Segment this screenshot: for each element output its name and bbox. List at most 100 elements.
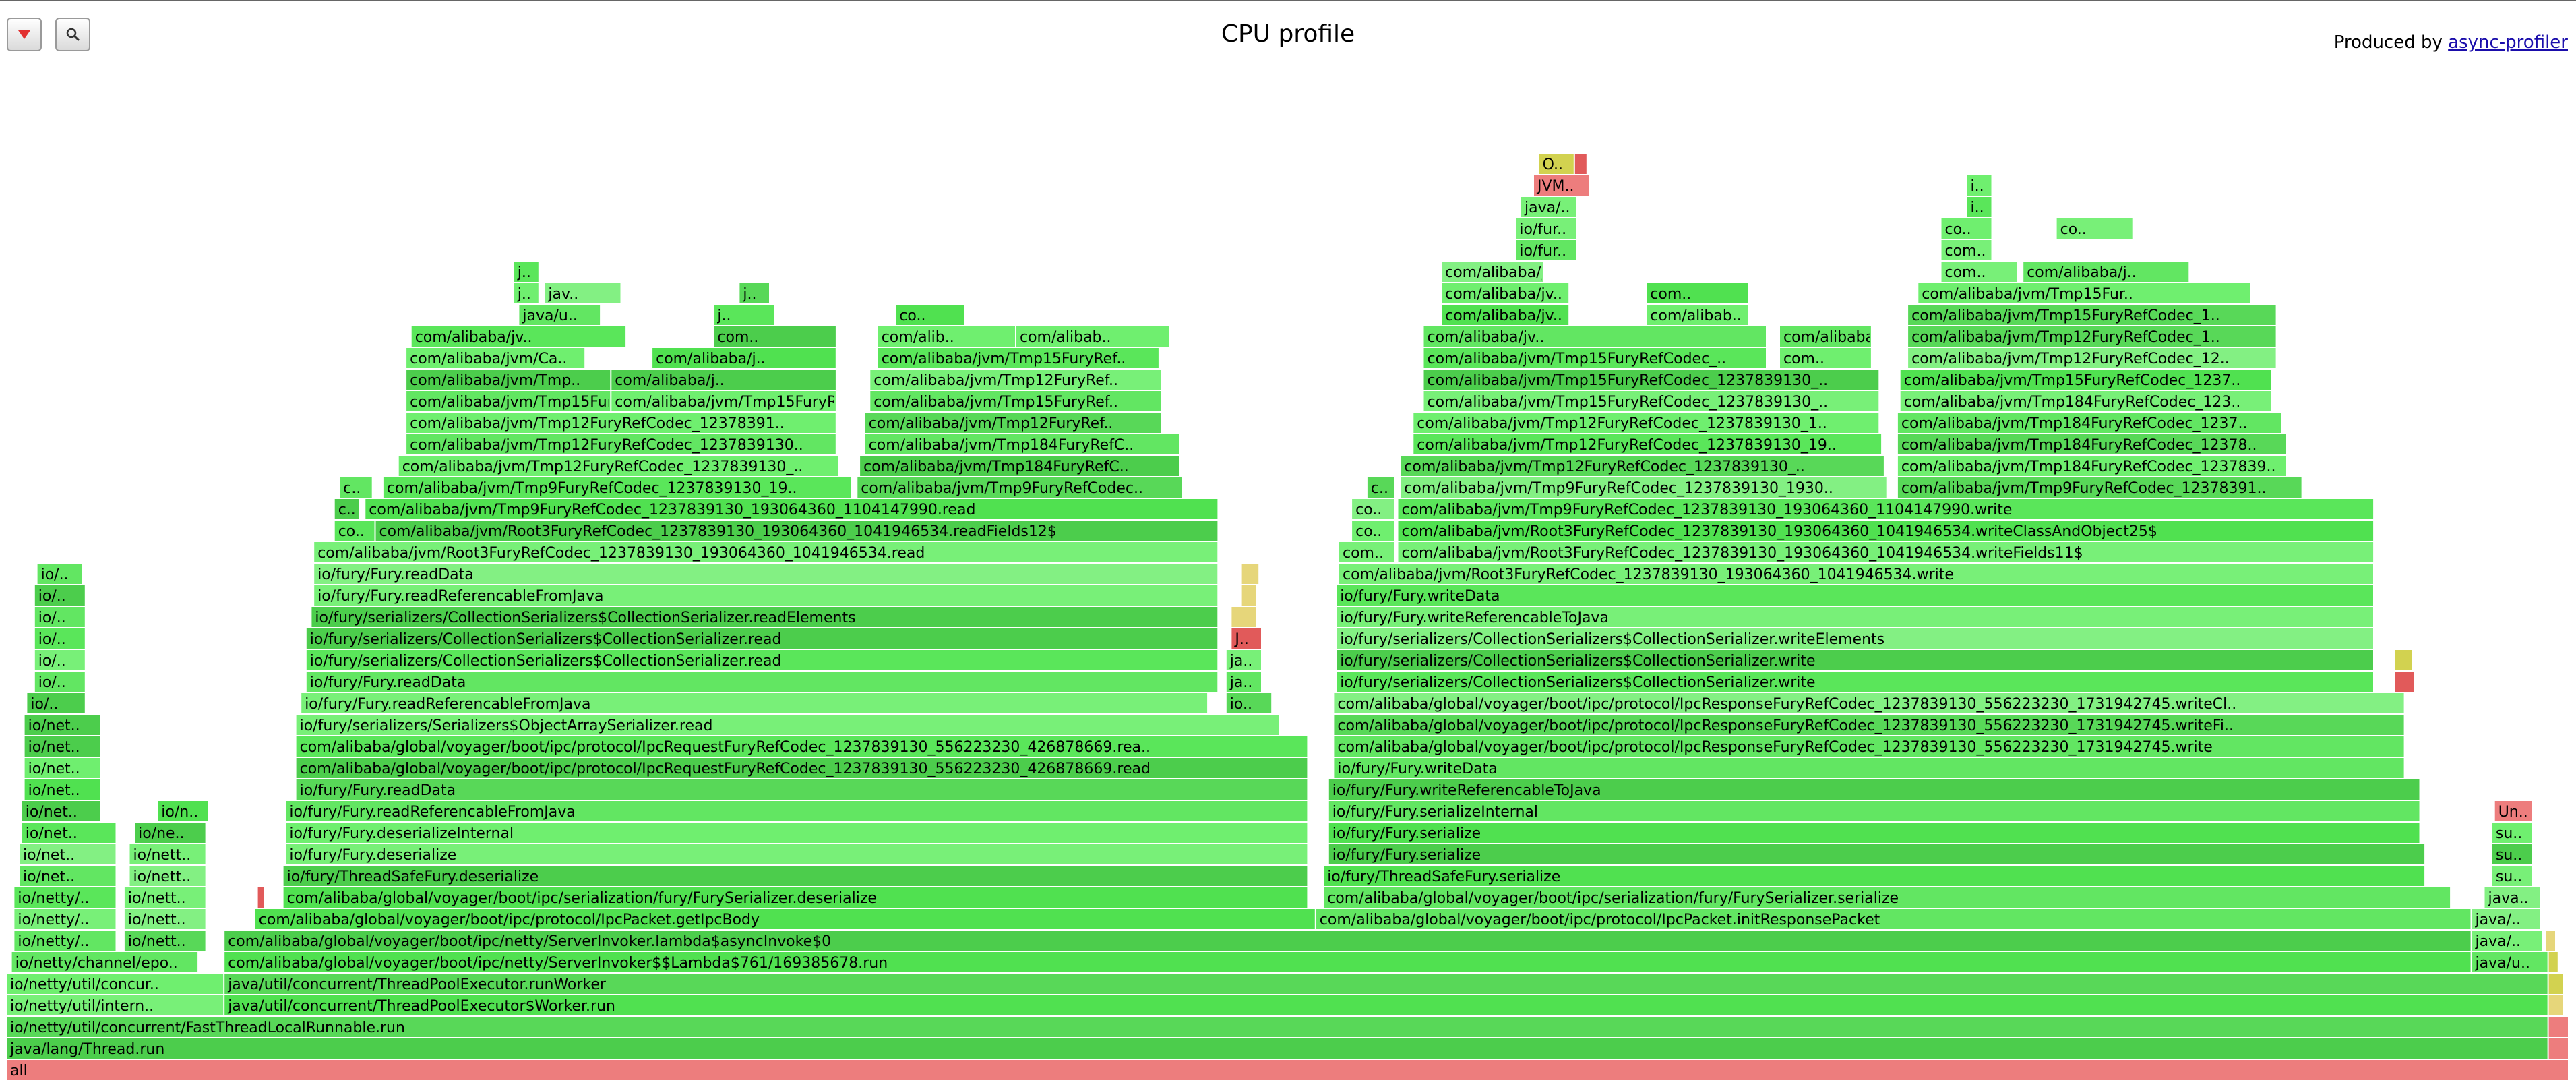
flame-frame-rect[interactable] xyxy=(34,672,85,692)
flame-frame[interactable]: com/alibaba/j.. xyxy=(652,348,836,368)
flame-frame-rect[interactable] xyxy=(1908,326,2276,347)
flame-frame[interactable] xyxy=(1574,154,1587,174)
flame-frame[interactable]: com/alibaba/jvm/Tmp12FuryRefCodec_123783… xyxy=(398,456,838,476)
flame-frame[interactable]: io/fury/serializers/CollectionSerializer… xyxy=(1337,650,2373,670)
flame-frame[interactable]: io/net.. xyxy=(24,715,100,735)
flame-frame-rect[interactable] xyxy=(135,823,206,843)
flame-frame-rect[interactable] xyxy=(24,779,100,800)
flame-frame-rect[interactable] xyxy=(714,305,774,325)
flame-frame-rect[interactable] xyxy=(1334,736,2404,757)
flame-frame[interactable]: c.. xyxy=(334,499,359,519)
flame-frame[interactable]: io/fur.. xyxy=(1516,240,1576,260)
flame-frame[interactable]: j.. xyxy=(514,262,539,282)
flame-frame[interactable] xyxy=(2548,1038,2568,1059)
flame-frame-rect[interactable] xyxy=(406,348,585,368)
flame-frame[interactable]: com/alibaba/global/voyager/boot/ipc/seri… xyxy=(1324,887,2451,908)
flame-frame[interactable]: io/fury/Fury.readReferencableFromJava xyxy=(301,693,1208,713)
flame-frame-rect[interactable] xyxy=(2492,844,2532,864)
flame-frame-rect[interactable] xyxy=(2548,995,2563,1015)
flame-frame-rect[interactable] xyxy=(306,628,1218,649)
flame-frame[interactable]: io/netty/.. xyxy=(14,887,116,908)
flame-frame[interactable]: su.. xyxy=(2492,844,2532,864)
flame-frame-rect[interactable] xyxy=(714,326,836,347)
flame-frame[interactable]: com/alibaba/jvm/Tmp15FuryRefCodec_123783… xyxy=(1423,391,1879,411)
flame-frame[interactable]: com/alibaba/j.. xyxy=(611,370,836,390)
flame-frame-rect[interactable] xyxy=(1337,672,2373,692)
flame-frame[interactable]: io/fury/Fury.deserialize xyxy=(286,844,1308,864)
flame-frame[interactable]: com.. xyxy=(1941,262,2017,282)
flame-frame-rect[interactable] xyxy=(1367,477,1394,498)
flame-frame-rect[interactable] xyxy=(1231,628,1261,649)
flame-frame-rect[interactable] xyxy=(2492,866,2532,886)
flame-frame-rect[interactable] xyxy=(14,909,116,929)
flame-frame-rect[interactable] xyxy=(2548,1017,2568,1037)
flame-frame-rect[interactable] xyxy=(14,887,116,908)
flame-frame[interactable]: com/alibaba/jvm/Tmp9FuryRefCodec.. xyxy=(857,477,1182,498)
flame-frame[interactable]: io/ne.. xyxy=(135,823,206,843)
flame-frame[interactable]: io.. xyxy=(1226,693,1272,713)
flame-frame[interactable]: io/.. xyxy=(34,628,85,649)
flame-frame-rect[interactable] xyxy=(296,736,1308,757)
flame-frame-rect[interactable] xyxy=(514,262,539,282)
flame-frame[interactable]: com/alibaba/jvm/Root3FuryRefCodec_123783… xyxy=(375,521,1218,541)
flame-frame-rect[interactable] xyxy=(1442,283,1569,303)
flame-frame[interactable] xyxy=(257,887,264,908)
flame-frame[interactable]: com/alibaba/global/voyager/boot/ipc/prot… xyxy=(296,736,1308,757)
flame-frame[interactable]: io/netty/util/intern.. xyxy=(7,995,224,1015)
flame-frame[interactable]: io/fury/Fury.writeReferencableToJava xyxy=(1337,607,2373,627)
flame-frame[interactable]: Un.. xyxy=(2494,801,2532,821)
flame-frame-rect[interactable] xyxy=(1521,197,1576,217)
flame-frame-rect[interactable] xyxy=(224,952,2471,972)
flame-frame-rect[interactable] xyxy=(878,348,1159,368)
flame-frame-rect[interactable] xyxy=(1423,326,1767,347)
flame-frame[interactable]: io/.. xyxy=(27,693,85,713)
flame-frame[interactable]: io/net.. xyxy=(24,758,100,778)
flame-frame-rect[interactable] xyxy=(224,974,2548,994)
flame-frame-rect[interactable] xyxy=(1352,521,1394,541)
flame-frame-rect[interactable] xyxy=(124,931,206,951)
flame-frame[interactable]: i.. xyxy=(1967,197,1992,217)
flame-frame[interactable]: com/alibaba/jvm/Tmp15FuryRefCodec_1237.. xyxy=(1900,370,2271,390)
flame-frame[interactable]: c.. xyxy=(1367,477,1394,498)
flame-frame-rect[interactable] xyxy=(306,650,1218,670)
flame-frame-rect[interactable] xyxy=(22,823,116,843)
flame-frame-rect[interactable] xyxy=(1016,326,1169,347)
flame-frame-rect[interactable] xyxy=(406,434,836,454)
flame-frame[interactable]: co.. xyxy=(1352,499,1394,519)
flame-frame[interactable]: com/alibaba/jv.. xyxy=(1442,305,1569,325)
flame-frame[interactable]: co.. xyxy=(1352,521,1394,541)
flame-frame-rect[interactable] xyxy=(129,866,206,886)
flame-frame-rect[interactable] xyxy=(870,370,1161,390)
flame-frame[interactable]: io/netty/.. xyxy=(14,931,116,951)
flame-frame[interactable]: io/net.. xyxy=(22,823,116,843)
flame-frame-rect[interactable] xyxy=(283,887,1308,908)
flame-frame-rect[interactable] xyxy=(2548,1038,2568,1059)
flame-frame-rect[interactable] xyxy=(1328,823,2420,843)
flame-frame[interactable]: java/u.. xyxy=(519,305,601,325)
flame-frame-rect[interactable] xyxy=(255,909,1315,929)
flame-frame-rect[interactable] xyxy=(1328,779,2420,800)
flame-frame[interactable]: com/alibaba/jvm/Tmp12FuryRefCodec_123783… xyxy=(1413,434,1882,454)
flame-frame[interactable]: co.. xyxy=(2056,218,2133,239)
flame-frame[interactable]: com/alibaba/jvm/Tmp12FuryRefCodec_123783… xyxy=(406,434,836,454)
flame-frame[interactable]: com.. xyxy=(1780,348,1871,368)
flame-frame[interactable]: ja.. xyxy=(1226,672,1261,692)
flame-frame[interactable]: com/alibaba/jvm/Tmp184FuryRefC.. xyxy=(865,434,1179,454)
flame-frame[interactable]: co.. xyxy=(896,305,964,325)
flame-frame[interactable]: com/alibaba/jvm/Tmp9FuryRefCodec_1237839… xyxy=(365,499,1218,519)
flame-frame-rect[interactable] xyxy=(314,585,1218,606)
flame-frame[interactable]: io/nett.. xyxy=(124,887,206,908)
flame-frame[interactable]: io/fury/Fury.readReferencableFromJava xyxy=(314,585,1218,606)
flame-frame[interactable]: com/alibaba.. xyxy=(1780,326,1884,347)
flame-frame[interactable]: j.. xyxy=(514,283,539,303)
flame-frame-rect[interactable] xyxy=(1413,434,1882,454)
flame-frame-rect[interactable] xyxy=(1908,348,2276,368)
flame-frame-rect[interactable] xyxy=(1423,391,1879,411)
flame-frame[interactable]: io/fury/ThreadSafeFury.deserialize xyxy=(283,866,1308,886)
flame-frame[interactable]: com/alibaba/jvm/Tmp12FuryRef.. xyxy=(865,413,1161,433)
flame-frame-rect[interactable] xyxy=(1423,370,1879,390)
flame-frame[interactable]: java/.. xyxy=(1521,197,1576,217)
flame-frame[interactable]: com/alibaba/jvm/Tmp184FuryRefCodec_12378… xyxy=(1897,456,2286,476)
flame-frame-rect[interactable] xyxy=(286,801,1308,821)
flame-frame[interactable] xyxy=(2395,650,2412,670)
